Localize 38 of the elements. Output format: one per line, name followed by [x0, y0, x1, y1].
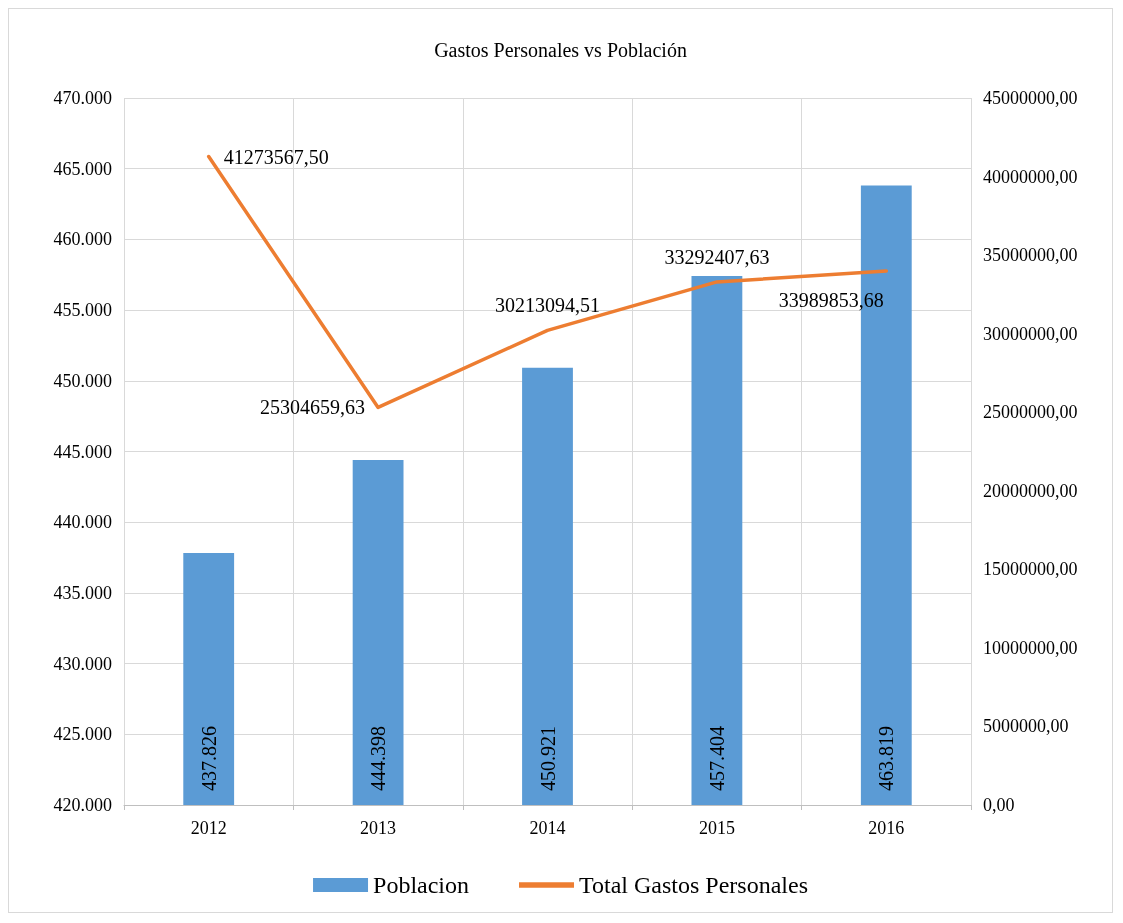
data-label: 25304659,63 — [260, 396, 366, 419]
x-tick-label: 2012 — [190, 818, 227, 838]
y2-tick-label: 10000000,00 — [983, 637, 1078, 658]
y2-tick-label: 40000000,00 — [983, 166, 1078, 187]
legend-label: Poblacion — [373, 872, 470, 898]
legend-label: Total Gastos Personales — [579, 872, 808, 898]
y2-tick-label: 30000000,00 — [983, 323, 1078, 344]
chart-title: Gastos Personales vs Población — [434, 39, 687, 61]
y2-tick-label: 35000000,00 — [983, 245, 1078, 266]
data-label: 30213094,51 — [495, 294, 600, 317]
data-label: 463.819 — [875, 726, 898, 791]
data-label: 457.404 — [705, 726, 728, 791]
y-tick-label: 450.000 — [53, 370, 112, 391]
data-label: 33292407,63 — [664, 245, 770, 268]
y-tick-label: 425.000 — [53, 724, 112, 745]
data-label: 450.921 — [536, 726, 559, 791]
data-label: 41273567,50 — [223, 145, 329, 168]
y-tick-label: 470.000 — [53, 88, 112, 108]
x-tick-label: 2015 — [698, 818, 735, 838]
x-tick-label: 2014 — [529, 818, 566, 838]
y2-tick-label: 0,00 — [983, 795, 1015, 815]
y-tick-label: 460.000 — [53, 229, 112, 250]
y2-tick-label: 25000000,00 — [983, 402, 1078, 423]
y-tick-label: 465.000 — [53, 158, 112, 179]
x-tick-label: 2013 — [360, 818, 397, 838]
y-tick-label: 440.000 — [53, 512, 112, 533]
y-tick-label: 435.000 — [53, 582, 112, 603]
data-label: 437.826 — [197, 726, 220, 791]
y2-tick-label: 45000000,00 — [983, 88, 1078, 108]
y-tick-label: 420.000 — [53, 795, 112, 815]
y-tick-label: 430.000 — [53, 653, 112, 674]
y-tick-label: 445.000 — [53, 441, 112, 462]
y2-tick-label: 15000000,00 — [983, 559, 1078, 580]
y-tick-label: 455.000 — [53, 300, 112, 321]
x-tick-label: 2016 — [868, 818, 905, 838]
data-label: 444.398 — [367, 726, 390, 791]
y2-tick-label: 5000000,00 — [983, 716, 1069, 737]
y2-tick-label: 20000000,00 — [983, 480, 1078, 501]
